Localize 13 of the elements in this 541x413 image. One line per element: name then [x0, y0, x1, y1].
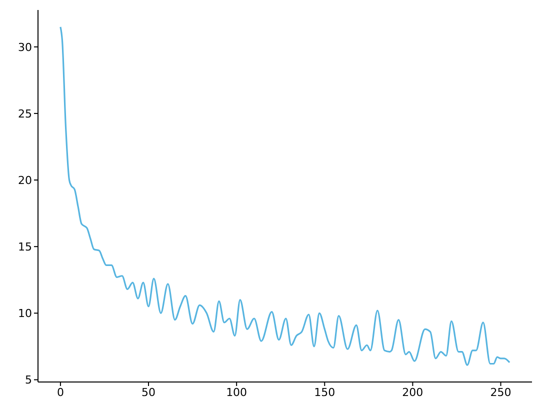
y-tick-label: 15 [18, 240, 32, 254]
y-tick-label: 20 [18, 174, 32, 187]
y-tick-label: 10 [18, 307, 32, 320]
x-tick-label: 0 [56, 386, 64, 399]
x-tick-label: 250 [490, 386, 512, 399]
x-tick-label: 50 [142, 386, 156, 399]
line-series [60, 26, 510, 366]
x-tick-label: 100 [226, 386, 248, 399]
x-tick-label: 200 [402, 386, 424, 399]
y-tick-label: 5 [25, 374, 32, 387]
y-tick-label: 30 [18, 40, 32, 54]
x-tick-label: 150 [314, 386, 336, 399]
y-tick-label: 25 [18, 107, 32, 120]
